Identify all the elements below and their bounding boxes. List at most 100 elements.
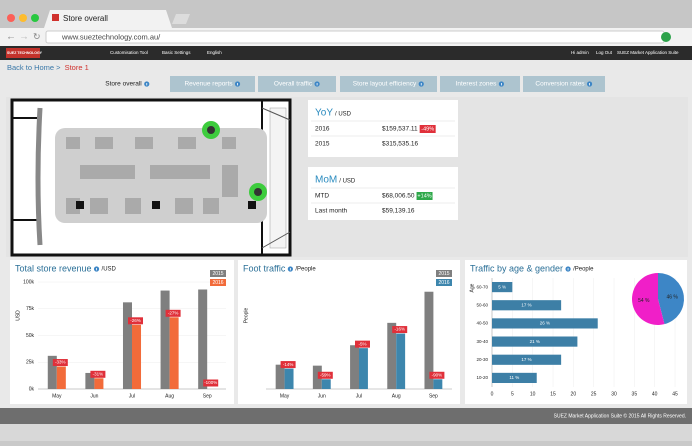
x-tick-label: 25	[591, 391, 597, 397]
bar	[198, 289, 208, 389]
x-tick-label: 45	[672, 391, 678, 397]
menu-item[interactable]: English	[207, 50, 222, 55]
tab-title[interactable]: Store overall	[63, 14, 108, 23]
legend-label: 2015	[438, 271, 449, 277]
tab[interactable]	[523, 76, 605, 92]
logout-link[interactable]: Log Out	[596, 50, 613, 55]
y-axis-label: USD	[15, 310, 21, 321]
x-tick-label: Aug	[165, 393, 174, 399]
change-badge	[52, 359, 68, 367]
menu-item[interactable]: Basic Settings	[162, 50, 191, 55]
value-label: 11 %	[509, 375, 519, 380]
suite-name: SUEZ Market Application Suite	[617, 50, 679, 55]
tab-label[interactable]: Conversion rates	[535, 81, 585, 88]
x-tick-label: 15	[550, 391, 556, 397]
row-label: 2016	[315, 126, 330, 133]
tab-label[interactable]: Interest zones	[456, 81, 498, 88]
x-tick-label: 40	[652, 391, 658, 397]
change-badge	[416, 192, 433, 200]
change-label: -5%	[358, 341, 366, 346]
new-tab[interactable]	[172, 14, 190, 24]
back-button[interactable]: ←	[6, 32, 16, 43]
change-badge	[392, 326, 408, 334]
pie-slice	[658, 273, 685, 325]
forward-button[interactable]: →	[19, 32, 29, 43]
extension-icon[interactable]	[661, 32, 671, 42]
x-tick-label: Sep	[429, 393, 438, 399]
bar	[85, 372, 95, 389]
bar	[56, 366, 66, 389]
pie-slice	[632, 273, 665, 325]
x-tick-label: Jul	[356, 393, 362, 399]
change-label: -90%	[432, 372, 443, 377]
tab[interactable]	[90, 76, 165, 92]
bar	[433, 379, 443, 389]
tab-label[interactable]: Store layout efficiency	[353, 81, 417, 88]
x-tick-label: 35	[632, 391, 638, 397]
y-tick-label: 30-40	[476, 339, 488, 344]
pie-label: 46 %	[666, 295, 678, 301]
bar	[492, 300, 562, 311]
bar	[492, 281, 513, 293]
x-tick-label: Aug	[392, 393, 401, 399]
chart-title: Total store revenue	[15, 263, 92, 273]
change-label: -100%	[204, 380, 217, 385]
bar	[359, 348, 368, 389]
row-value: $68,006.50	[382, 193, 415, 200]
y-tick-label: 60-70	[476, 284, 488, 289]
tab-label[interactable]: Store overall	[105, 81, 142, 88]
tab[interactable]	[340, 76, 437, 92]
tab-label[interactable]: Revenue reports	[184, 81, 233, 88]
y-tick-label: 75k	[26, 306, 35, 312]
y-axis-label: Age	[469, 283, 475, 292]
minimize-button[interactable]	[19, 14, 27, 22]
x-tick-label: Jun	[318, 393, 326, 399]
menu-item[interactable]: Customisation Tool	[110, 50, 148, 55]
chart-panel	[10, 260, 234, 404]
tab[interactable]	[170, 76, 255, 92]
bar	[160, 290, 170, 389]
floor-plan	[10, 98, 292, 257]
x-tick-label: Sep	[203, 393, 212, 399]
close-button[interactable]	[7, 14, 15, 22]
reload-button[interactable]: ↻	[33, 31, 41, 41]
row-label: Last month	[315, 208, 348, 215]
tab-label[interactable]: Overall traffic	[274, 81, 313, 88]
legend-label: 2016	[438, 280, 449, 286]
change-label: -14%	[283, 362, 294, 367]
breadcrumb-home[interactable]: Back to Home >	[7, 63, 61, 72]
user-greeting: Hi admin	[571, 50, 589, 55]
kpi-unit: / USD	[339, 179, 356, 185]
change-label: +14%	[417, 193, 431, 199]
tab[interactable]	[258, 76, 336, 92]
tab[interactable]	[440, 76, 520, 92]
bar	[350, 345, 359, 389]
chart-panel	[238, 260, 460, 404]
maximize-button[interactable]	[31, 14, 39, 22]
x-tick-label: 10	[530, 391, 536, 397]
browser-tab[interactable]	[44, 10, 172, 28]
y-tick-label: 100k	[23, 279, 34, 285]
bar	[321, 379, 331, 389]
bar	[492, 354, 562, 365]
change-label: -59%	[320, 372, 331, 377]
x-tick-label: Jun	[90, 393, 98, 399]
y-tick-label: 0k	[29, 386, 35, 392]
footer: SUEZ Market Application Suite © 2015 All…	[554, 412, 686, 419]
value-label: 21 %	[530, 339, 540, 344]
change-label: -26%	[130, 318, 141, 323]
bar	[492, 372, 537, 384]
bar	[424, 291, 434, 389]
bar	[132, 324, 142, 389]
bar	[396, 333, 406, 389]
chart-title: Foot traffic	[243, 263, 286, 273]
bar	[492, 336, 578, 347]
url[interactable]: www.sueztechnology.com.au/	[61, 32, 161, 41]
y-tick-label: 50-60	[476, 302, 488, 307]
change-label: -33%	[55, 360, 66, 365]
app-header	[0, 46, 692, 60]
tab-icon	[52, 14, 59, 21]
value-label: 17 %	[521, 357, 531, 362]
bar	[275, 364, 285, 389]
